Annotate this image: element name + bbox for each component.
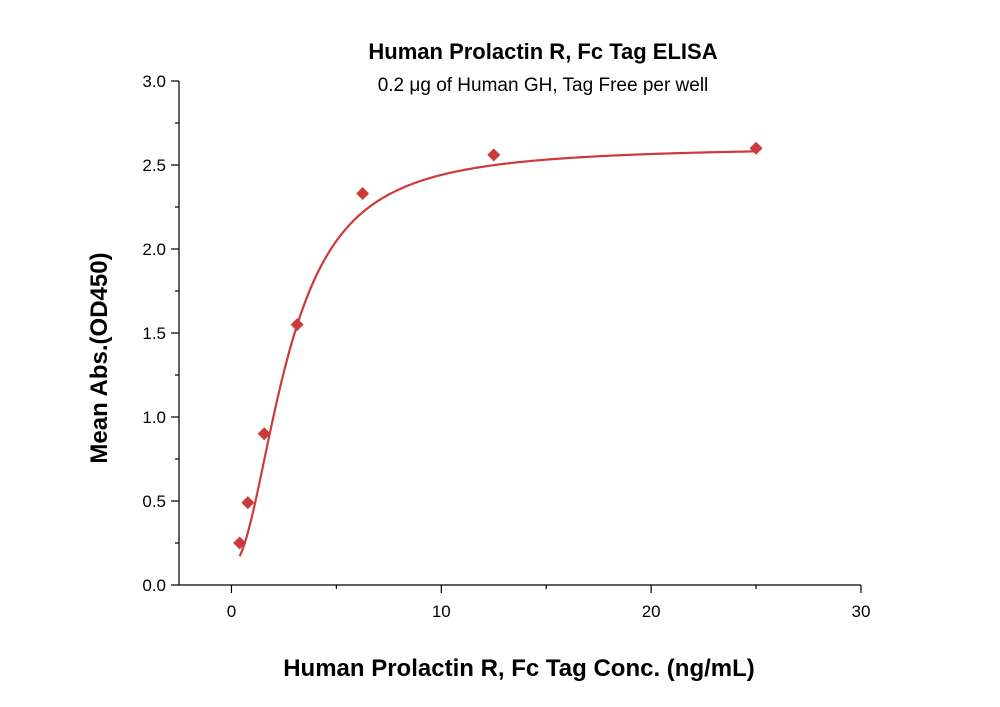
x-tick-label: 0 (227, 602, 236, 621)
data-point (233, 536, 247, 550)
data-point (487, 148, 501, 162)
data-point (290, 318, 304, 332)
axes: 0.0 0.5 1.0 1.5 2.0 2.5 3.0 0 10 20 30 (142, 72, 870, 621)
chart-title: Human Prolactin R, Fc Tag ELISA (368, 39, 717, 64)
y-tick-label: 1.0 (142, 408, 166, 427)
x-tick-label: 10 (432, 602, 451, 621)
data-point (356, 187, 370, 201)
chart-subtitle: 0.2 μg of Human GH, Tag Free per well (378, 75, 709, 96)
data-point (749, 141, 763, 155)
x-tick-label: 30 (852, 602, 871, 621)
y-tick-label: 0.5 (142, 492, 166, 511)
fit-curve (238, 150, 757, 557)
y-axis-label: Mean Abs.(OD450) (86, 252, 113, 463)
data-point (241, 496, 255, 510)
y-tick-label: 2.0 (142, 240, 166, 259)
y-tick-label: 0.0 (142, 576, 166, 595)
y-tick-label: 1.5 (142, 324, 166, 343)
x-tick-label: 20 (642, 602, 661, 621)
x-axis-label: Human Prolactin R, Fc Tag Conc. (ng/mL) (283, 655, 755, 682)
data-point (257, 427, 271, 441)
y-tick-label: 2.5 (142, 156, 166, 175)
y-tick-label: 3.0 (142, 72, 166, 91)
data-points (233, 141, 763, 550)
